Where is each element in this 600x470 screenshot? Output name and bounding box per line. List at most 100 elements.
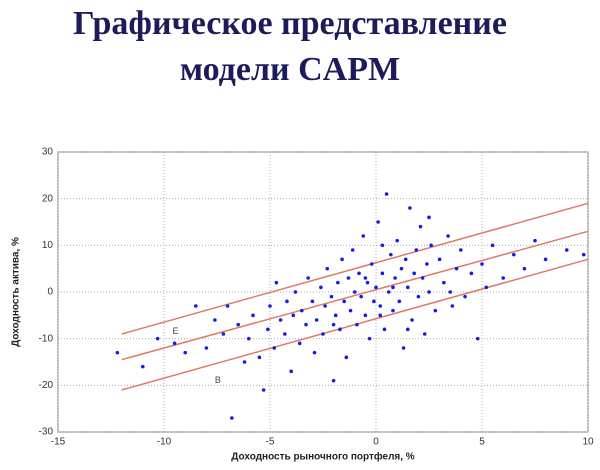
data-point: [376, 220, 380, 224]
security-line: [121, 230, 589, 361]
data-point: [338, 327, 342, 332]
data-point: [350, 248, 355, 252]
data-point: [425, 262, 429, 266]
annotation: B: [215, 375, 221, 385]
data-point: [393, 276, 397, 280]
data-point: [291, 313, 296, 318]
data-point: [386, 290, 391, 294]
data-point: [268, 304, 272, 308]
x-tick-label: 5: [479, 437, 485, 448]
data-point: [469, 271, 474, 276]
data-point: [183, 350, 187, 355]
data-point: [230, 416, 234, 420]
data-point: [321, 332, 325, 336]
data-point: [484, 285, 489, 290]
data-point: [242, 360, 247, 364]
x-axis-label: Доходность рыночного портфеля, %: [231, 451, 415, 463]
data-point: [522, 266, 527, 271]
data-point: [283, 332, 287, 336]
data-point: [357, 271, 361, 276]
data-point: [319, 285, 323, 290]
x-tick-label: 0: [373, 437, 379, 448]
y-tick-label: -10: [39, 333, 54, 344]
data-point: [395, 238, 400, 243]
chart-title: модели CAPM: [180, 51, 400, 88]
data-point: [512, 252, 516, 257]
x-tick-label: -10: [157, 437, 172, 448]
data-point: [304, 322, 308, 327]
data-point: [333, 313, 338, 318]
data-point: [403, 257, 408, 262]
data-point: [329, 294, 334, 299]
y-tick-label: 20: [42, 193, 54, 204]
data-point: [418, 224, 423, 229]
data-point: [475, 336, 480, 341]
data-point: [480, 262, 484, 266]
x-tick-label: 10: [582, 437, 594, 448]
data-point: [336, 280, 340, 285]
data-point: [448, 290, 453, 294]
data-point: [427, 290, 431, 294]
security-line: [121, 258, 589, 391]
y-tick-label: 10: [42, 240, 54, 251]
data-point: [297, 341, 302, 346]
data-point: [236, 322, 240, 327]
data-point: [399, 266, 404, 271]
data-point: [369, 262, 374, 266]
data-point: [543, 257, 548, 262]
data-point: [355, 322, 359, 327]
data-point: [401, 346, 406, 350]
data-point: [463, 294, 467, 299]
data-point: [312, 350, 317, 355]
data-point: [389, 252, 393, 257]
data-point: [378, 304, 383, 308]
data-point: [278, 318, 283, 322]
data-point: [391, 285, 395, 290]
data-point: [272, 346, 277, 350]
data-point: [361, 234, 366, 238]
data-point: [442, 280, 446, 285]
data-point: [429, 243, 433, 248]
data-point: [374, 285, 378, 290]
data-point: [353, 290, 357, 294]
data-point: [533, 238, 537, 243]
y-axis-label: Доходность актива, %: [11, 237, 22, 347]
data-point: [382, 327, 387, 332]
data-point: [380, 243, 385, 248]
data-point: [365, 280, 370, 285]
data-point: [285, 299, 289, 304]
data-point: [363, 313, 368, 318]
data-point: [446, 234, 450, 238]
data-point: [331, 322, 336, 327]
data-point: [346, 276, 351, 280]
data-point: [115, 350, 120, 355]
data-point: [172, 341, 177, 346]
data-point: [459, 248, 463, 252]
data-point: [247, 336, 251, 341]
data-point: [378, 313, 383, 318]
data-point: [359, 294, 363, 299]
data-point: [314, 318, 319, 322]
data-point: [225, 304, 230, 308]
data-point: [293, 290, 298, 294]
data-point: [416, 294, 421, 299]
data-point: [344, 355, 349, 360]
data-point: [306, 276, 310, 280]
data-point: [384, 192, 389, 196]
data-point: [323, 304, 327, 308]
data-point: [348, 308, 353, 313]
data-point: [204, 346, 209, 350]
data-point: [380, 271, 385, 276]
data-point: [501, 276, 506, 280]
data-point: [420, 276, 425, 280]
data-point: [251, 313, 255, 318]
data-point: [454, 266, 459, 271]
y-tick-label: -20: [39, 380, 54, 391]
data-point: [367, 336, 372, 341]
data-point: [414, 248, 419, 252]
data-point: [257, 355, 262, 360]
x-tick-label: -15: [51, 437, 66, 448]
data-point: [450, 304, 455, 308]
chart-title: Графическое представление: [73, 5, 507, 42]
